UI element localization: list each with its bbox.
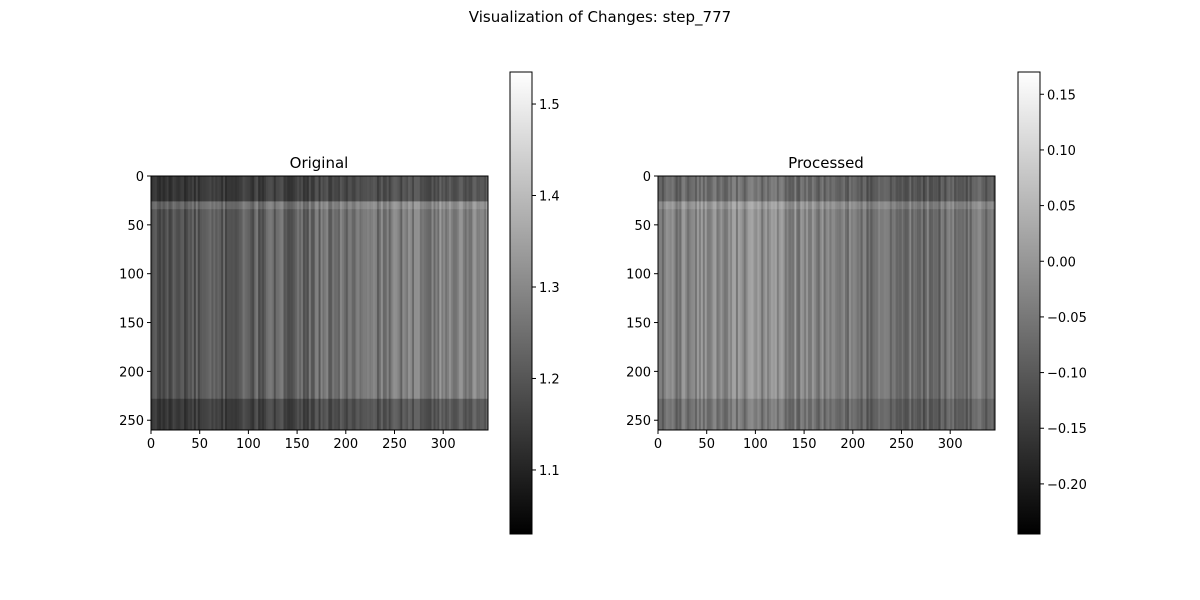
- x-tick-label: 50: [698, 437, 715, 452]
- original-colorbar: 1.1 1.2 1.3 1.4 1.5: [509, 71, 560, 535]
- x-tick-label: 250: [889, 437, 914, 452]
- x-tick-label: 0: [147, 437, 155, 452]
- colorbar-tick-label: −0.15: [1047, 422, 1087, 437]
- colorbar-tick-label: 1.1: [539, 464, 560, 479]
- y-tick-label: 50: [127, 219, 144, 234]
- original-y-axis: 0 50 100 150 200 250: [119, 170, 151, 429]
- processed-x-axis: 0 50 100 150 200 250 300: [654, 430, 963, 452]
- colorbar-tick-label: 1.2: [539, 372, 560, 387]
- x-tick-label: 100: [743, 437, 768, 452]
- colorbar-tick-label: −0.05: [1047, 311, 1087, 326]
- processed-image: [658, 176, 996, 430]
- y-tick-label: 0: [643, 170, 651, 185]
- processed-panel: Processed 0 50 100 150 200 250 300 0 50 100 150 20…: [626, 154, 996, 452]
- processed-colorbar-ticks: −0.20 −0.15 −0.10 −0.05 0.00 0.05 0.10 0.15: [1040, 88, 1087, 493]
- x-tick-label: 150: [792, 437, 817, 452]
- original-colorbar-gradient: [509, 71, 533, 535]
- colorbar-tick-label: 1.5: [539, 98, 560, 113]
- x-tick-label: 250: [382, 437, 407, 452]
- y-tick-label: 250: [626, 414, 651, 429]
- processed-y-axis: 0 50 100 150 200 250: [626, 170, 658, 429]
- x-tick-label: 200: [333, 437, 358, 452]
- y-tick-label: 0: [136, 170, 144, 185]
- original-x-axis: 0 50 100 150 200 250 300: [147, 430, 456, 452]
- colorbar-tick-label: 0.00: [1047, 255, 1076, 270]
- x-tick-label: 300: [431, 437, 456, 452]
- original-axes-frame: [150, 175, 489, 431]
- y-tick-label: 150: [626, 317, 651, 332]
- colorbar-tick-label: −0.10: [1047, 367, 1087, 382]
- x-tick-label: 300: [938, 437, 963, 452]
- y-tick-label: 200: [626, 365, 651, 380]
- colorbar-tick-label: 0.15: [1047, 88, 1076, 103]
- colorbar-tick-label: −0.20: [1047, 478, 1087, 493]
- processed-title: Processed: [788, 154, 864, 172]
- x-tick-label: 150: [285, 437, 310, 452]
- colorbar-tick-label: 0.10: [1047, 144, 1076, 159]
- x-tick-label: 0: [654, 437, 662, 452]
- x-tick-label: 50: [191, 437, 208, 452]
- y-tick-label: 150: [119, 317, 144, 332]
- processed-axes-frame: [657, 175, 996, 431]
- y-tick-label: 250: [119, 414, 144, 429]
- processed-colorbar-gradient: [1017, 71, 1041, 535]
- colorbar-tick-label: 1.4: [539, 190, 560, 205]
- y-tick-label: 50: [634, 219, 651, 234]
- original-panel: Original 0 50 100 150 200 250 300 0 50 100 150 200…: [119, 154, 489, 452]
- y-tick-label: 200: [119, 365, 144, 380]
- original-image: [151, 176, 489, 430]
- original-title: Original: [290, 154, 349, 172]
- colorbar-tick-label: 0.05: [1047, 200, 1076, 215]
- y-tick-label: 100: [119, 268, 144, 283]
- x-tick-label: 100: [236, 437, 261, 452]
- x-tick-label: 200: [840, 437, 865, 452]
- processed-colorbar: −0.20 −0.15 −0.10 −0.05 0.00 0.05 0.10 0.15: [1017, 71, 1087, 535]
- figure-title: Visualization of Changes: step_777: [468, 8, 732, 26]
- y-tick-label: 100: [626, 268, 651, 283]
- original-colorbar-ticks: 1.1 1.2 1.3 1.4 1.5: [532, 98, 560, 479]
- colorbar-tick-label: 1.3: [539, 281, 560, 296]
